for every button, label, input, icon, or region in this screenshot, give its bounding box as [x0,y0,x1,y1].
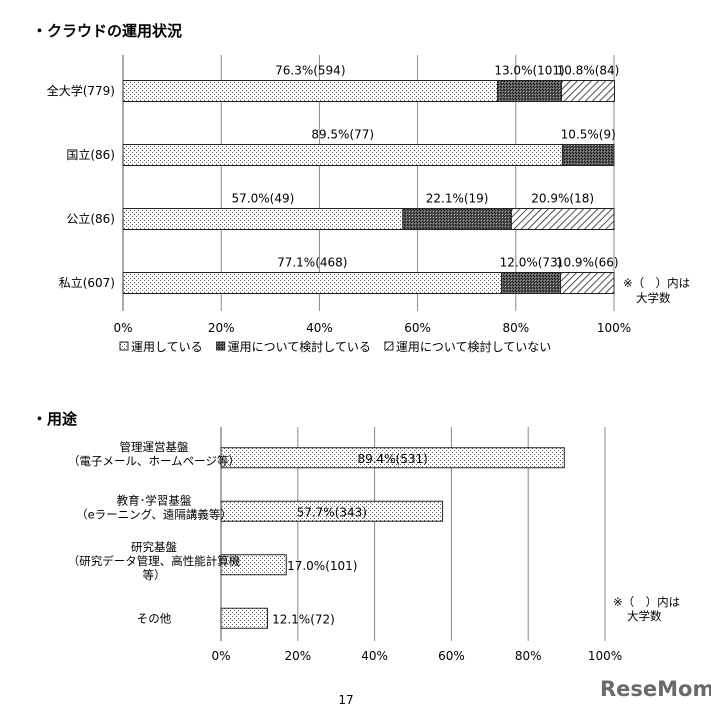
legend-label: 運用している [131,340,203,354]
bar-segment [122,80,499,102]
data-label: 12.1%(72) [272,612,335,626]
x-tick-label: 80% [515,649,542,663]
category-label: 公立(86) [66,211,115,226]
data-label: 10.5%(9) [561,128,616,142]
cloud-usage-chart: ・クラウドの運用状況 全大学(779) 国立(86) 公立(86) 私立(607) 7… [32,22,690,354]
category-label: 研究基盤 [131,540,177,554]
category-label: （電子メール、ホームページ等） [68,454,240,468]
bar [220,500,444,522]
chart1-note-line1: ※（ ）内は [623,276,690,290]
data-label: 17.0%(101) [287,559,357,573]
bar [220,607,268,629]
data-label: 22.1%(19) [426,192,489,206]
data-label: 57.0%(49) [232,192,295,206]
category-label: 管理運営基盤 [120,440,189,454]
bar [220,554,287,576]
x-tick-label: 100% [588,649,622,663]
bar-segment [122,144,563,166]
chart1-note-line2: 大学数 [636,291,671,305]
bar-segment [402,208,512,230]
legend-swatch [384,341,394,351]
x-tick-label: 40% [361,649,388,663]
chart2-title: ・用途 [32,410,78,428]
x-tick-label: 20% [284,649,311,663]
data-label: 20.9%(18) [531,192,594,206]
category-label: （研究データ管理、高性能計算機 [68,554,241,568]
legend-label: 運用について検討していない [396,339,551,354]
bar-segment [510,208,615,230]
x-tick-label: 20% [208,321,235,335]
bar-segment [122,208,404,230]
bar-segment [501,272,561,294]
category-label: その他 [137,611,172,625]
x-tick-label: 60% [438,649,465,663]
data-label: 89.4%(531) [357,452,427,466]
bar-segment [561,144,615,166]
bar-segment [122,272,503,294]
chart2-note-line1: ※（ ）内は [613,595,680,609]
page-number: 17 [338,693,353,707]
x-tick-label: 80% [502,321,529,335]
bar [220,447,565,469]
usage-purpose-chart: ・用途 管理運営基盤（電子メール、ホームページ等） 教育･学習基盤（eラーニング、… [32,410,680,663]
legend: 運用している 運用について検討している 運用について検討していない [119,339,551,354]
chart2-note-line2: 大学数 [627,609,662,623]
chart1-title: ・クラウドの運用状況 [32,22,182,40]
data-label: 57.7%(343) [297,505,367,519]
data-label: 13.0%(101) [494,64,564,78]
data-label: 10.9%(66) [556,256,619,270]
category-label: 国立(86) [66,147,115,162]
x-tick-label: 40% [306,321,333,335]
x-tick-label: 100% [597,321,631,335]
legend-swatch [119,341,129,351]
data-label: 89.5%(77) [311,128,374,142]
brand-logo: ReseMom [600,677,711,701]
category-label: 私立(607) [59,275,115,290]
category-label: 全大学(779) [47,83,115,98]
x-tick-label: 0% [113,321,132,335]
category-label: 教育･学習基盤 [117,493,192,507]
x-tick-label: 0% [211,649,230,663]
bar-segment [560,80,615,102]
bar-segment [497,80,562,102]
data-label: 77.1%(468) [277,256,347,270]
data-label: 12.0%(73) [500,256,563,270]
bar-segment [559,272,615,294]
legend-swatch [216,341,226,351]
category-label: （eラーニング、遠隔講義等） [76,507,232,521]
x-tick-label: 60% [404,321,431,335]
legend-label: 運用について検討している [228,339,371,354]
data-label: 76.3%(594) [275,64,345,78]
data-label: 10.8%(84) [557,64,620,78]
category-label: 等） [143,568,166,582]
